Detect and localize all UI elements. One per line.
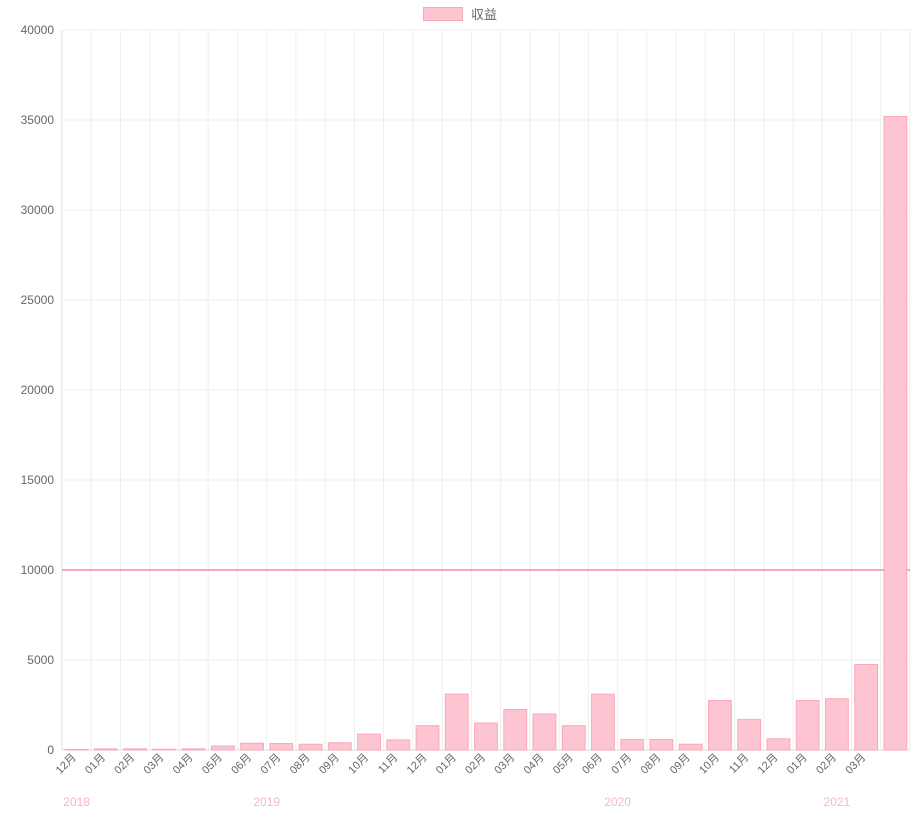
bar (592, 694, 615, 750)
x-tick-label: 09月 (668, 752, 693, 777)
chart-legend: 収益 (0, 4, 920, 26)
x-tick-label: 08月 (639, 752, 664, 777)
x-tick-label: 03月 (492, 752, 517, 777)
bar (855, 665, 878, 751)
bar (621, 740, 644, 750)
legend-label: 収益 (471, 4, 497, 23)
x-tick-label: 07月 (609, 752, 634, 777)
x-tick-label: 11月 (727, 752, 751, 776)
x-tick-label: 01月 (83, 752, 108, 777)
x-tick-label: 02月 (112, 752, 137, 777)
bar (445, 694, 468, 750)
y-tick-label: 15000 (21, 473, 55, 487)
legend-swatch (423, 7, 463, 21)
bar (241, 743, 264, 750)
y-tick-label: 30000 (21, 203, 55, 217)
legend-item: 収益 (423, 4, 497, 23)
year-label: 2021 (824, 795, 851, 809)
x-tick-label: 03月 (843, 752, 868, 777)
bar (533, 714, 556, 750)
bar (124, 749, 147, 750)
x-tick-label: 04月 (171, 752, 196, 777)
x-tick-label: 10月 (697, 752, 722, 777)
bar (767, 739, 790, 750)
x-tick-label: 09月 (317, 752, 342, 777)
y-tick-label: 10000 (21, 563, 55, 577)
bar (796, 701, 819, 751)
bar (387, 740, 410, 750)
bar (211, 746, 234, 750)
y-tick-label: 20000 (21, 383, 55, 397)
bar (504, 710, 527, 751)
bar (182, 749, 205, 750)
y-tick-label: 35000 (21, 113, 55, 127)
x-tick-label: 08月 (288, 752, 313, 777)
x-tick-label: 12月 (405, 752, 430, 777)
x-tick-label: 07月 (259, 752, 284, 777)
bar (475, 723, 498, 750)
year-label: 2018 (63, 795, 90, 809)
bar (738, 719, 761, 750)
bar (328, 743, 351, 750)
x-tick-label: 06月 (229, 752, 254, 777)
bar (825, 699, 848, 750)
x-tick-label: 03月 (142, 752, 167, 777)
chart-svg: 0500010000150002000025000300003500040000… (0, 0, 920, 828)
x-tick-label: 01月 (785, 752, 810, 777)
bar (709, 701, 732, 751)
x-tick-label: 02月 (814, 752, 839, 777)
x-tick-label: 06月 (580, 752, 605, 777)
bar (65, 749, 88, 750)
bar (153, 749, 176, 750)
bar (299, 744, 322, 750)
x-tick-label: 11月 (376, 752, 400, 776)
bar (650, 740, 673, 750)
revenue-bar-chart: 収益 0500010000150002000025000300003500040… (0, 0, 920, 828)
bar (358, 734, 381, 750)
y-tick-label: 25000 (21, 293, 55, 307)
x-tick-label: 01月 (434, 752, 459, 777)
x-tick-label: 10月 (346, 752, 371, 777)
bar (884, 116, 907, 750)
year-label: 2020 (604, 795, 631, 809)
y-tick-label: 5000 (27, 653, 54, 667)
bar (270, 744, 293, 750)
year-label: 2019 (253, 795, 280, 809)
bar (94, 749, 117, 750)
bar (562, 726, 585, 750)
x-tick-label: 04月 (522, 752, 547, 777)
x-tick-label: 05月 (551, 752, 576, 777)
y-tick-label: 0 (47, 743, 54, 757)
bar (679, 744, 702, 750)
x-tick-label: 12月 (756, 752, 781, 777)
x-tick-label: 05月 (200, 752, 225, 777)
x-tick-label: 12月 (54, 752, 79, 777)
x-tick-label: 02月 (463, 752, 488, 777)
bar (416, 726, 439, 750)
